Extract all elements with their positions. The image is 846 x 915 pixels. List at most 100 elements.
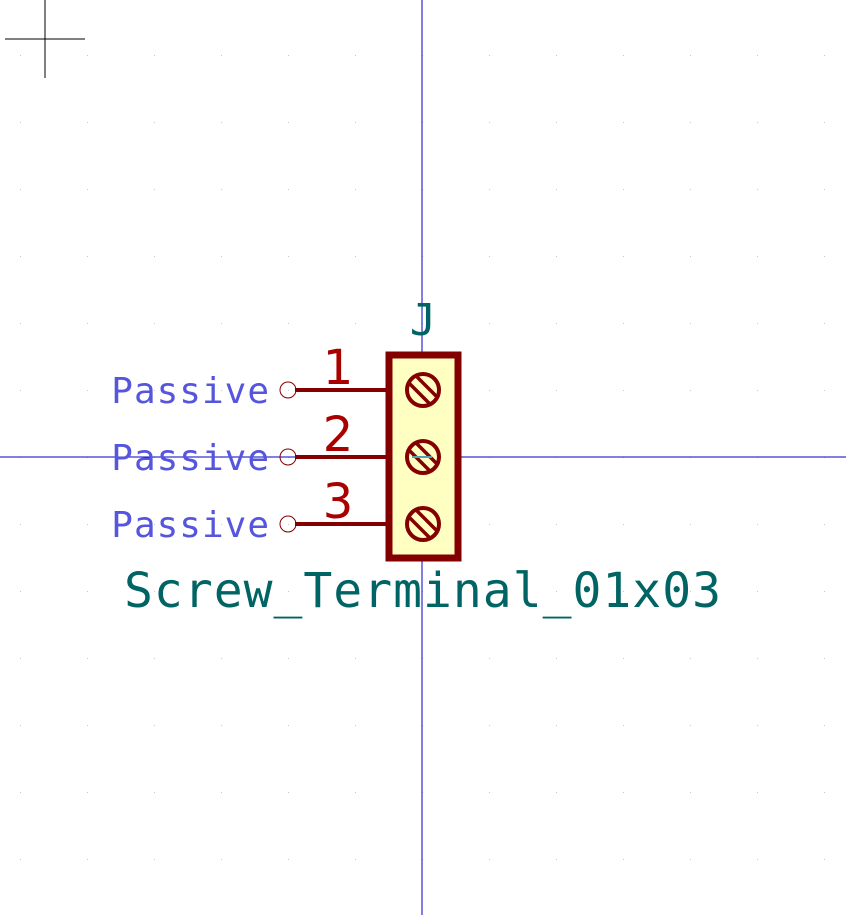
grid-dot <box>623 390 624 391</box>
open-circle-icon[interactable] <box>279 381 297 399</box>
grid-dot <box>623 189 624 190</box>
grid-dot <box>489 792 490 793</box>
grid-dot <box>757 792 758 793</box>
grid-dot <box>623 323 624 324</box>
grid-dot <box>221 323 222 324</box>
grid-dot <box>824 122 825 123</box>
grid-dot <box>355 658 356 659</box>
grid-dot <box>489 55 490 56</box>
grid-dot <box>221 390 222 391</box>
pin-group: 1 Passive 2 Passive 3 Passive <box>111 340 389 546</box>
grid-dot <box>757 55 758 56</box>
pin-number: 3 <box>323 474 354 530</box>
grid-dot <box>556 55 557 56</box>
value-field[interactable]: Screw_Terminal_01x03 <box>124 563 722 619</box>
grid-dot <box>221 591 222 592</box>
grid-dot <box>623 55 624 56</box>
grid-dot <box>489 524 490 525</box>
grid-dot <box>824 323 825 324</box>
grid-dot <box>556 323 557 324</box>
pin-electrical-type: Passive <box>111 505 270 546</box>
grid-dot <box>757 390 758 391</box>
grid-dot <box>355 591 356 592</box>
grid-dot <box>20 189 21 190</box>
grid-dot <box>690 725 691 726</box>
grid-dot <box>556 725 557 726</box>
grid-dot <box>154 792 155 793</box>
grid-dot <box>221 55 222 56</box>
grid-dot <box>87 591 88 592</box>
grid-dot <box>87 189 88 190</box>
grid-dot <box>824 591 825 592</box>
pin-electrical-type: Passive <box>111 371 270 412</box>
grid-dot <box>87 792 88 793</box>
grid-dot <box>489 189 490 190</box>
grid-dot <box>623 859 624 860</box>
grid-dot <box>623 792 624 793</box>
grid-dot <box>288 859 289 860</box>
grid-dot <box>288 55 289 56</box>
grid-dot <box>690 256 691 257</box>
grid-dot <box>690 658 691 659</box>
grid-dot <box>623 256 624 257</box>
pin-number: 1 <box>323 340 354 396</box>
screw-group <box>405 372 441 542</box>
grid-dot <box>355 725 356 726</box>
grid-dot <box>690 323 691 324</box>
grid-dot <box>87 55 88 56</box>
grid-dot <box>757 122 758 123</box>
grid-dot <box>690 591 691 592</box>
grid-dot <box>824 256 825 257</box>
grid-dot <box>154 859 155 860</box>
grid-dot <box>154 658 155 659</box>
grid-dot <box>556 390 557 391</box>
grid-dot <box>556 859 557 860</box>
grid-dot <box>20 524 21 525</box>
grid-dot <box>288 122 289 123</box>
grid-dot <box>489 323 490 324</box>
grid-dot <box>20 725 21 726</box>
grid-dot <box>288 524 289 525</box>
open-circle-icon[interactable] <box>279 448 297 466</box>
grid-dot <box>757 658 758 659</box>
grid-dot <box>556 189 557 190</box>
grid-dot <box>288 256 289 257</box>
open-circle-icon[interactable] <box>279 515 297 533</box>
grid-dot <box>824 55 825 56</box>
screw-head-icon <box>405 506 441 542</box>
grid-dot <box>824 792 825 793</box>
grid-dot <box>20 859 21 860</box>
grid-dot <box>489 658 490 659</box>
grid-dot <box>20 122 21 123</box>
reference-designator[interactable]: J <box>410 295 437 346</box>
grid-dot <box>757 859 758 860</box>
grid-dot <box>556 792 557 793</box>
grid-dot <box>154 591 155 592</box>
grid-dot <box>757 189 758 190</box>
grid-dot <box>20 256 21 257</box>
grid-dot <box>690 524 691 525</box>
grid-dot <box>154 189 155 190</box>
grid-dot <box>20 658 21 659</box>
grid-dot <box>623 122 624 123</box>
grid-dot <box>154 390 155 391</box>
grid-dot <box>20 323 21 324</box>
grid-dot <box>154 122 155 123</box>
grid-dot <box>20 55 21 56</box>
grid-dot <box>87 658 88 659</box>
grid-dot <box>757 323 758 324</box>
grid-dot <box>556 591 557 592</box>
grid-dot <box>355 256 356 257</box>
grid-dot <box>20 792 21 793</box>
grid-dot <box>154 256 155 257</box>
grid-dot <box>556 122 557 123</box>
grid-dot <box>489 122 490 123</box>
grid-dot <box>355 122 356 123</box>
grid-dot <box>489 390 490 391</box>
grid-dot <box>154 524 155 525</box>
grid-dot <box>355 859 356 860</box>
grid-dot <box>87 323 88 324</box>
grid-dot <box>757 256 758 257</box>
